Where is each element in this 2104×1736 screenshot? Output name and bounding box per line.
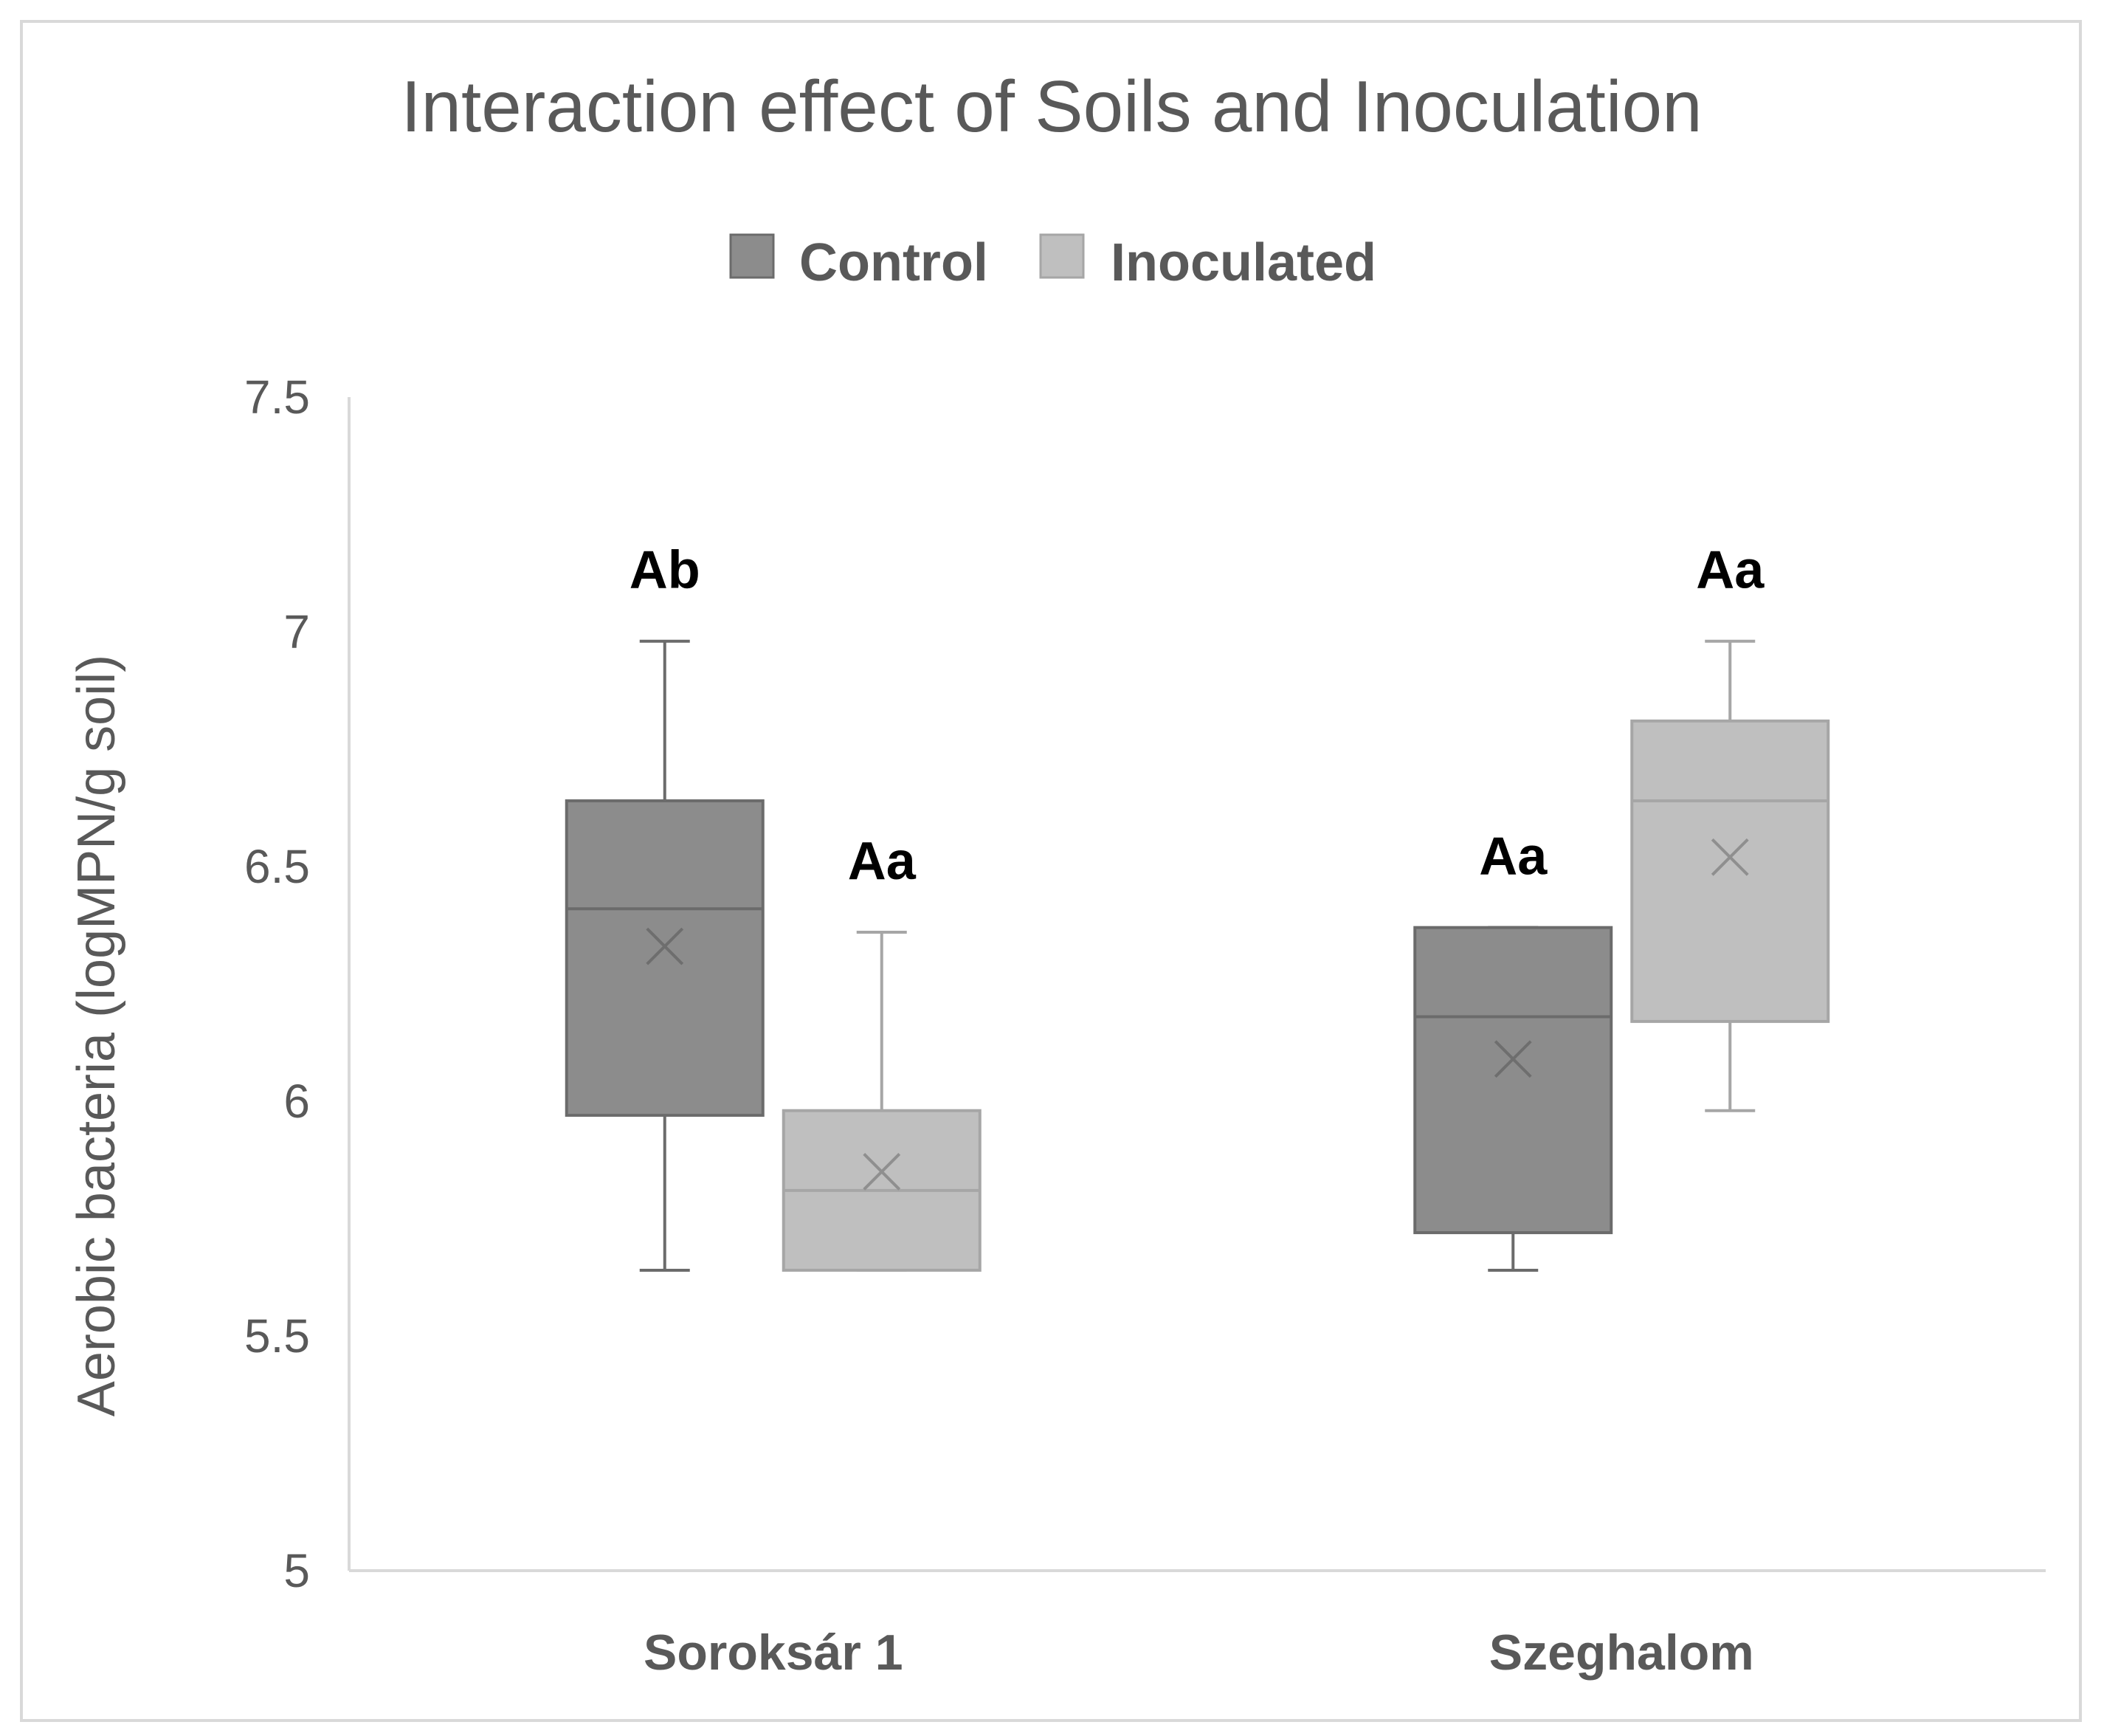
legend-swatch-inoculated (1039, 233, 1085, 279)
significance-label-control: Ab (630, 541, 700, 600)
box-control (1413, 926, 1613, 1235)
mean-marker-inoculated (1711, 838, 1749, 876)
chart-title: Interaction effect of Soils and Inoculat… (401, 66, 1702, 147)
y-tick-label: 6.5 (244, 840, 310, 893)
legend: Control Inoculated (729, 233, 1376, 292)
box-inoculated (1630, 719, 1830, 1023)
y-axis-title: Aerobic bacteria (logMPN/g soil) (67, 655, 126, 1416)
x-category-label: Soroksár 1 (644, 1625, 903, 1681)
mean-marker-inoculated (863, 1152, 901, 1191)
y-tick-label: 7 (283, 605, 310, 658)
legend-swatch-control (729, 233, 775, 279)
x-category-label: Szeghalom (1489, 1625, 1754, 1681)
y-tick-labels: 5 5.5 6 6.5 7 7.5 (244, 371, 310, 1597)
legend-label-inoculated: Inoculated (1111, 233, 1376, 292)
mean-marker-control (646, 927, 684, 965)
y-tick-label: 5 (283, 1544, 310, 1597)
significance-label-inoculated: Aa (1696, 541, 1765, 600)
box-control (565, 799, 765, 1117)
y-tick-label: 7.5 (244, 371, 310, 424)
legend-label-control: Control (799, 233, 988, 292)
x-category-labels: Soroksár 1 Szeghalom (644, 1625, 1754, 1681)
significance-label-inoculated: Aa (848, 832, 917, 891)
y-tick-label: 6 (283, 1075, 310, 1128)
axes (348, 397, 2046, 1572)
y-tick-label: 5.5 (244, 1309, 310, 1363)
significance-label-control: Aa (1479, 827, 1548, 886)
mean-marker-control (1494, 1040, 1532, 1078)
plot-marks: Ab Aa Aa Aa (565, 541, 1830, 1272)
